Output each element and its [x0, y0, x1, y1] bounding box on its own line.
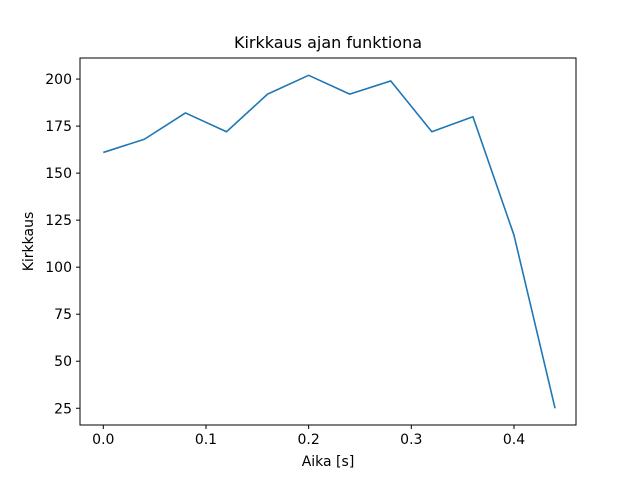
x-axis-label: Aika [s] — [302, 454, 355, 470]
y-tick-label: 50 — [54, 354, 72, 370]
x-tick-label: 0.1 — [195, 432, 217, 448]
x-tick-label: 0.4 — [503, 432, 525, 448]
y-tick-label: 100 — [45, 260, 72, 276]
y-axis-label: Kirkkaus — [21, 212, 37, 272]
y-tick-label: 150 — [45, 166, 72, 182]
chart-title: Kirkkaus ajan funktiona — [234, 33, 422, 52]
y-tick-label: 25 — [54, 401, 72, 417]
axes-frame — [79, 57, 577, 426]
y-tick-label: 200 — [45, 72, 72, 88]
y-tick-label: 125 — [45, 213, 72, 229]
x-tick-label: 0.3 — [400, 432, 422, 448]
x-tick-label: 0.0 — [92, 432, 114, 448]
x-tick-label: 0.2 — [298, 432, 320, 448]
y-tick-label: 75 — [54, 307, 72, 323]
plot-area: 0.0 0.1 0.2 0.3 0.4 25 50 75 100 125 150 175 200 — [45, 57, 577, 448]
y-tick-label: 175 — [45, 119, 72, 135]
data-line — [103, 74, 556, 409]
